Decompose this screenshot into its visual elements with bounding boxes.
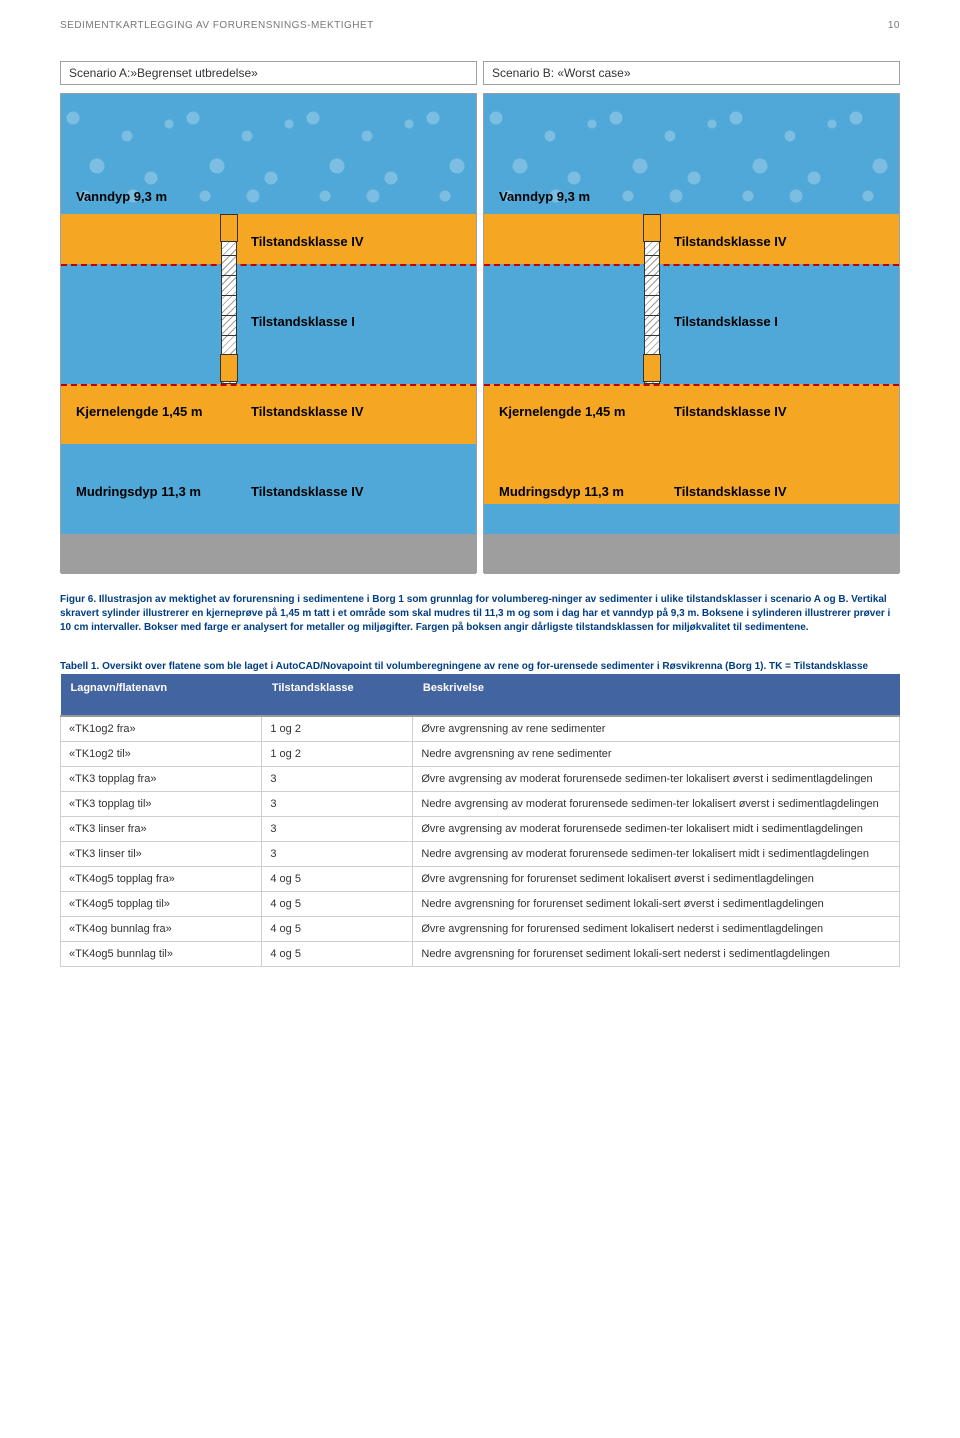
tk4-label: Tilstandsklasse IV (251, 404, 364, 419)
table-row: «TK1og2 fra»1 og 2Øvre avgrensning av re… (61, 716, 900, 742)
scenario-b-title: Scenario B: «Worst case» (483, 61, 900, 85)
table-cell: «TK4og5 bunnlag til» (61, 942, 262, 967)
table-cell: 4 og 5 (262, 942, 413, 967)
table-cell: Øvre avgrensing av moderat forurensede s… (413, 817, 900, 842)
table-caption: Tabell 1. Oversikt over flatene som ble … (60, 660, 900, 674)
table-cell: «TK4og bunnlag fra» (61, 917, 262, 942)
table-cell: Øvre avgrensing av moderat forurensede s… (413, 767, 900, 792)
table-cell: Nedre avgrensning for forurenset sedimen… (413, 942, 900, 967)
table-cell: 1 og 2 (262, 716, 413, 742)
table-cell: «TK4og5 topplag til» (61, 892, 262, 917)
tk4-label: Tilstandsklasse IV (251, 234, 364, 249)
sample-box (643, 354, 661, 382)
table-cell: Nedre avgrensing av moderat forurensede … (413, 792, 900, 817)
table-cell: «TK3 topplag fra» (61, 767, 262, 792)
layer-blue-bottom (484, 504, 899, 534)
dashed-line (61, 264, 476, 266)
depth-label: Vanndyp 9,3 m (499, 189, 590, 204)
table-row: «TK4og bunnlag fra»4 og 5Øvre avgrensnin… (61, 917, 900, 942)
scenario-header-row: Scenario A:»Begrenset utbredelse» Scenar… (60, 61, 900, 85)
table-cell: 4 og 5 (262, 917, 413, 942)
table-cell: 3 (262, 792, 413, 817)
table-cell: Øvre avgrensning for forurenset sediment… (413, 867, 900, 892)
diagram-scenario-b: Vanndyp 9,3 m Tilstandsklasse IV Tilstan… (483, 93, 900, 573)
table-row: «TK4og5 bunnlag til»4 og 5Nedre avgrensn… (61, 942, 900, 967)
table-cell: 4 og 5 (262, 867, 413, 892)
table-header-row: Lagnavn/flatenavn Tilstandsklasse Beskri… (61, 674, 900, 716)
table-row: «TK3 linser til»3Nedre avgrensing av mod… (61, 842, 900, 867)
table-cell: 3 (262, 767, 413, 792)
table-cell: «TK3 linser til» (61, 842, 262, 867)
figure-caption: Figur 6. Illustrasjon av mektighet av fo… (60, 593, 900, 635)
layer-bedrock (484, 534, 899, 574)
tk4-label: Tilstandsklasse IV (674, 484, 787, 499)
table-cell: Øvre avgrensning for forurensed sediment… (413, 917, 900, 942)
table-cell: Nedre avgrensing av moderat forurensede … (413, 842, 900, 867)
table-row: «TK4og5 topplag til»4 og 5Nedre avgrensn… (61, 892, 900, 917)
table-cell: Nedre avgrensning av rene sedimenter (413, 742, 900, 767)
table-cell: «TK4og5 topplag fra» (61, 867, 262, 892)
dashed-line (61, 384, 476, 386)
dashed-line (484, 384, 899, 386)
table-row: «TK1og2 til»1 og 2Nedre avgrensning av r… (61, 742, 900, 767)
table-row: «TK3 linser fra»3Øvre avgrensing av mode… (61, 817, 900, 842)
header-title: SEDIMENTKARTLEGGING AV FORURENSNINGS-MEK… (60, 20, 374, 31)
tk4-label: Tilstandsklasse IV (674, 404, 787, 419)
sample-box (643, 214, 661, 242)
table-cell: Øvre avgrensning av rene sedimenter (413, 716, 900, 742)
core-length-label: Kjernelengde 1,45 m (76, 404, 202, 419)
table-cell: Nedre avgrensning for forurenset sedimen… (413, 892, 900, 917)
table-cell: 1 og 2 (262, 742, 413, 767)
table-cell: 3 (262, 842, 413, 867)
table-cell: «TK3 linser fra» (61, 817, 262, 842)
table-row: «TK4og5 topplag fra»4 og 5Øvre avgrensni… (61, 867, 900, 892)
tk1-label: Tilstandsklasse I (674, 314, 778, 329)
core-length-label: Kjernelengde 1,45 m (499, 404, 625, 419)
layer-bedrock (61, 534, 476, 574)
tk4-label: Tilstandsklasse IV (674, 234, 787, 249)
table-row: «TK3 topplag til»3Nedre avgrensing av mo… (61, 792, 900, 817)
tk4-label: Tilstandsklasse IV (251, 484, 364, 499)
table-cell: 4 og 5 (262, 892, 413, 917)
diagram-scenario-a: Vanndyp 9,3 m Tilstandsklasse IV Tilstan… (60, 93, 477, 573)
layer-table: Lagnavn/flatenavn Tilstandsklasse Beskri… (60, 674, 900, 967)
header-page-number: 10 (888, 20, 900, 31)
sample-box (220, 214, 238, 242)
table-cell: «TK1og2 fra» (61, 716, 262, 742)
table-caption-text: Oversikt over flatene som ble laget i Au… (102, 661, 868, 672)
table-column-header: Beskrivelse (413, 674, 900, 716)
dashed-line (484, 264, 899, 266)
diagram-row: Vanndyp 9,3 m Tilstandsklasse IV Tilstan… (60, 93, 900, 573)
table-cell: «TK1og2 til» (61, 742, 262, 767)
dredge-depth-label: Mudringsdyp 11,3 m (499, 484, 624, 499)
tk1-label: Tilstandsklasse I (251, 314, 355, 329)
table-cell: «TK3 topplag til» (61, 792, 262, 817)
table-cell: 3 (262, 817, 413, 842)
figure-caption-label: Figur 6. (60, 594, 96, 605)
dredge-depth-label: Mudringsdyp 11,3 m (76, 484, 201, 499)
table-column-header: Tilstandsklasse (262, 674, 413, 716)
table-row: «TK3 topplag fra»3Øvre avgrensing av mod… (61, 767, 900, 792)
page-header: SEDIMENTKARTLEGGING AV FORURENSNINGS-MEK… (60, 20, 900, 31)
table-caption-label: Tabell 1. (60, 661, 99, 672)
sample-box (220, 354, 238, 382)
scenario-a-title: Scenario A:»Begrenset utbredelse» (60, 61, 477, 85)
depth-label: Vanndyp 9,3 m (76, 189, 167, 204)
table-column-header: Lagnavn/flatenavn (61, 674, 262, 716)
figure-caption-text: Illustrasjon av mektighet av forurensnin… (60, 594, 890, 633)
